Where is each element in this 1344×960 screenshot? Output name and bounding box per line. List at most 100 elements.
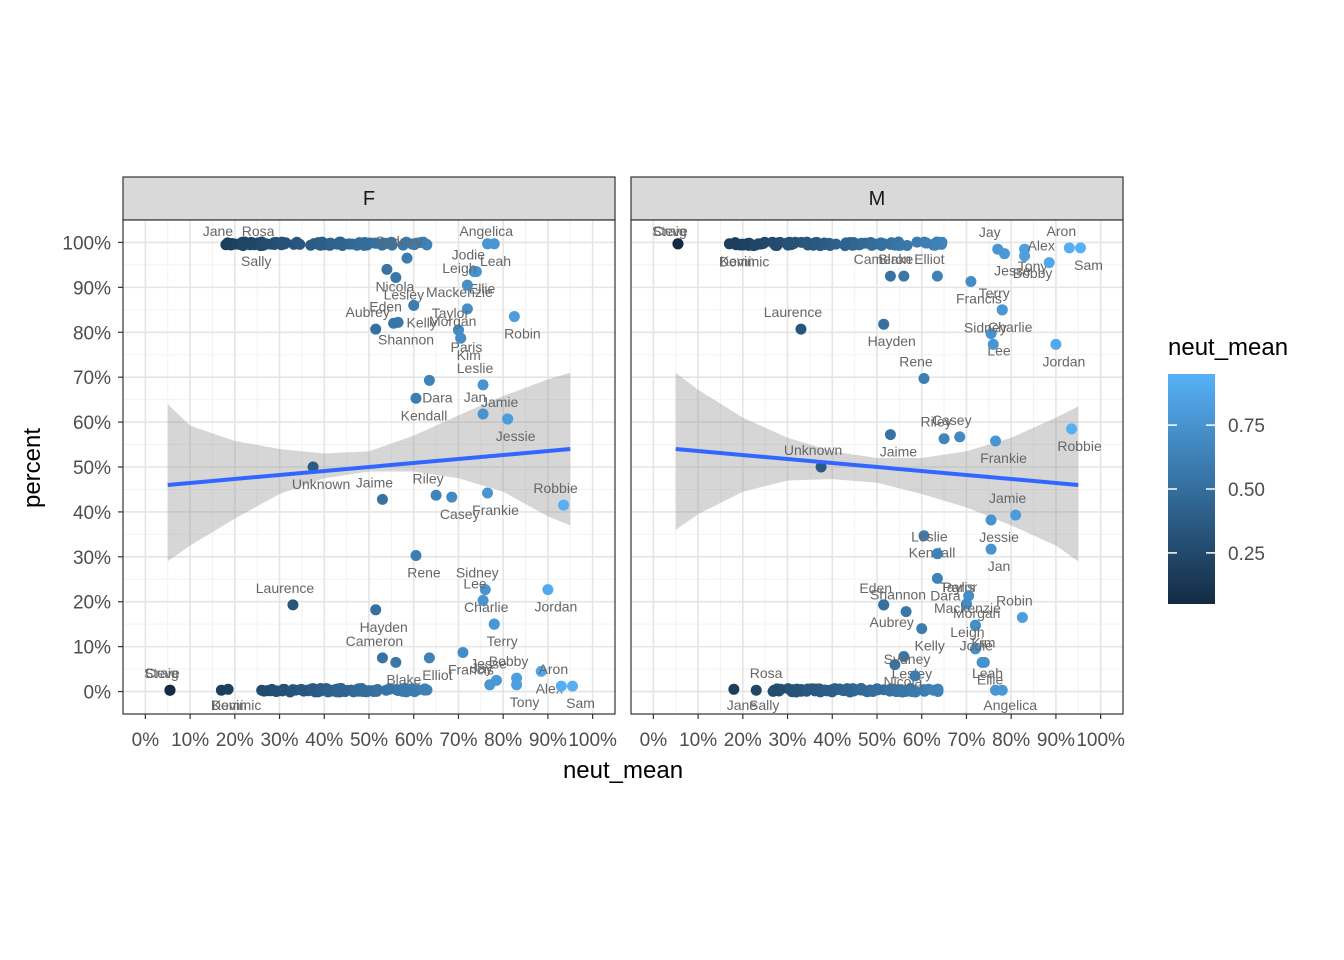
data-point	[821, 685, 833, 697]
point-label: Dara	[930, 587, 961, 603]
point-label: Elliot	[422, 667, 452, 683]
facet-strip	[630, 176, 1124, 221]
data-point-kendall	[918, 530, 930, 542]
trend-line	[167, 447, 571, 487]
data-point-kelly	[408, 299, 420, 311]
point-label: Leigh	[950, 624, 984, 640]
point-label: Tony	[510, 694, 540, 710]
data-point-aubrey	[878, 599, 890, 611]
point-label: Blake	[386, 671, 421, 687]
point-label: Jane	[203, 223, 234, 239]
point-label: Craig	[145, 665, 178, 681]
point-label: Hayden	[868, 333, 916, 349]
data-point	[866, 239, 878, 251]
point-label: Dominic	[719, 254, 770, 270]
point-label: Sally	[749, 697, 779, 713]
data-point-sidney	[479, 584, 491, 596]
data-point	[400, 683, 412, 695]
data-point-riley	[938, 433, 950, 445]
data-point-angelica	[488, 238, 500, 250]
point-label: Riley	[921, 414, 952, 430]
point-label: Unknown	[784, 442, 842, 458]
point-label: Jamie	[989, 490, 1027, 506]
y-tick-label: 100%	[62, 233, 111, 254]
data-point-frankie	[990, 435, 1002, 447]
data-point	[324, 237, 336, 249]
point-label: Craig	[653, 223, 686, 239]
point-label: Francis	[956, 291, 1002, 307]
data-point-rene	[918, 373, 930, 385]
data-point	[329, 684, 341, 696]
point-label: Lesley	[384, 286, 424, 302]
data-point-angelica	[996, 684, 1008, 696]
data-point-jaime	[884, 429, 896, 441]
data-point	[811, 236, 823, 248]
data-point	[297, 684, 309, 696]
data-point-riley	[430, 489, 442, 501]
point-label: Terry	[979, 285, 1010, 301]
data-point-steve	[164, 684, 176, 696]
data-point	[750, 239, 762, 251]
data-point	[855, 684, 867, 696]
data-point-robbie	[1066, 423, 1078, 435]
point-label: Steve	[144, 665, 180, 681]
point-label: Casey	[932, 412, 972, 428]
data-point-nicola	[381, 263, 393, 275]
point-label: Unknown	[292, 476, 350, 492]
point-label: Jessie	[979, 529, 1019, 545]
data-point-jesse	[998, 248, 1010, 260]
x-tick-label: 50%	[858, 730, 896, 751]
data-point-jodie	[978, 656, 990, 668]
x-tick-label: 20%	[216, 730, 254, 751]
data-point-morgan	[455, 332, 467, 344]
data-point-blake	[390, 656, 402, 668]
data-point	[920, 237, 932, 249]
data-point-frankie	[482, 487, 494, 499]
data-point	[878, 238, 890, 250]
data-point	[856, 237, 868, 249]
data-point-sam	[1075, 242, 1087, 254]
point-label: Jodie	[960, 637, 994, 653]
data-point-leslie	[931, 548, 943, 560]
point-label: Alex	[1028, 238, 1055, 254]
point-label: Leah	[480, 253, 511, 269]
x-tick-label: 40%	[813, 730, 851, 751]
data-point-hayden	[878, 318, 890, 330]
y-tick-label: 60%	[73, 413, 111, 434]
point-label: Hayden	[360, 619, 408, 635]
point-label: Morgan	[429, 313, 476, 329]
facet-strip-label: F	[363, 188, 375, 210]
data-point-casey	[446, 491, 458, 503]
data-point	[895, 239, 907, 251]
point-label: Jodie	[452, 247, 486, 263]
point-label: Jay	[979, 224, 1001, 240]
data-point-dominic	[730, 239, 742, 251]
data-point-shannon	[900, 606, 912, 618]
y-tick-label: 10%	[73, 638, 111, 659]
x-tick-label: 70%	[439, 730, 477, 751]
point-label: Jesse	[994, 263, 1031, 279]
legend-tick-label: 0.50	[1228, 480, 1265, 501]
point-label: Sally	[241, 253, 271, 269]
data-point-lee	[985, 328, 997, 340]
x-tick-label: 30%	[261, 730, 299, 751]
data-point-cameron	[884, 270, 896, 282]
point-label: Sam	[566, 695, 595, 711]
data-point-jamie	[502, 413, 514, 425]
x-tick-label: 0%	[640, 730, 668, 751]
color-legend: neut_mean 0.25 0.50 0.75	[1168, 334, 1288, 604]
x-tick-label: 60%	[903, 730, 941, 751]
point-label: Aubrey	[346, 304, 390, 320]
data-point-jamie	[1010, 509, 1022, 521]
point-label: Jessie	[496, 428, 536, 444]
point-label: Jaime	[356, 474, 394, 490]
point-label: Aubrey	[870, 614, 914, 630]
data-point-lee	[477, 594, 489, 606]
point-label: Dara	[422, 389, 453, 405]
point-label: Ellie	[977, 671, 1004, 687]
data-point	[306, 683, 318, 695]
data-point-jordan	[1050, 338, 1062, 350]
data-point	[291, 236, 303, 248]
data-point	[268, 239, 280, 251]
x-tick-label: 10%	[171, 730, 209, 751]
